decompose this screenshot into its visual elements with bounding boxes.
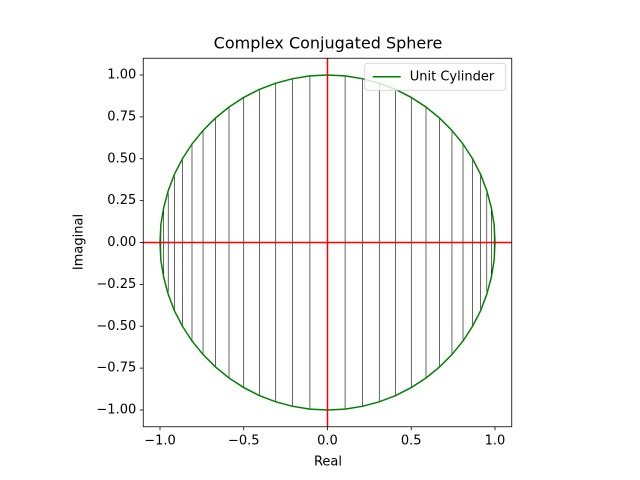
legend-box xyxy=(364,62,507,91)
y-tick-label: −0.75 xyxy=(96,361,136,376)
x-tick-label: −0.5 xyxy=(228,433,260,448)
x-axis-label: Real xyxy=(314,455,342,470)
y-tick-label: −0.25 xyxy=(96,277,136,292)
x-tick-label: 0.0 xyxy=(317,433,338,448)
legend-label: Unit Cylinder xyxy=(410,69,495,84)
y-axis-label: Imaginal xyxy=(72,214,87,270)
y-tick-label: −1.00 xyxy=(96,403,136,418)
y-tick-label: −0.50 xyxy=(96,319,136,334)
y-tick-label: 0.00 xyxy=(107,235,136,250)
chart-title: Complex Conjugated Sphere xyxy=(214,34,443,53)
y-tick-label: 0.25 xyxy=(107,193,136,208)
x-tick-label: −1.0 xyxy=(144,433,176,448)
x-tick-label: 1.0 xyxy=(485,433,506,448)
y-tick-label: 1.00 xyxy=(107,68,136,83)
y-tick-label: 0.50 xyxy=(107,151,136,166)
x-tick-label: 0.5 xyxy=(401,433,422,448)
y-tick-label: 0.75 xyxy=(107,109,136,124)
